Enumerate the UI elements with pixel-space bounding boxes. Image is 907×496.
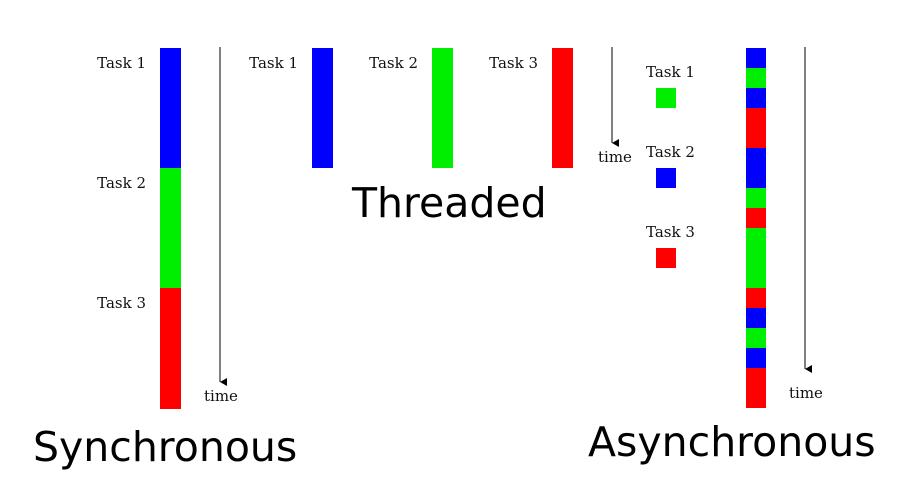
threaded-task-2-label: Task 2	[369, 54, 418, 72]
async-segment-12	[746, 348, 766, 368]
async-legend-task-3-label: Task 3	[646, 223, 695, 241]
async-legend-task-1-label: Task 1	[646, 63, 695, 81]
async-segment-5	[746, 148, 766, 188]
async-segment-2	[746, 68, 766, 88]
threaded-task-1-bar	[312, 48, 333, 168]
sync-task-3-label: Task 3	[97, 294, 146, 312]
async-segment-13	[746, 368, 766, 408]
async-segment-6	[746, 188, 766, 208]
async-interleaved-bar	[746, 48, 766, 408]
async-legend-task-1-swatch	[656, 88, 676, 108]
sync-task-2-bar	[160, 168, 181, 288]
async-time-label: time	[789, 384, 823, 402]
threaded-task-2-bar	[432, 48, 453, 168]
asynchronous-panel: Task 1 Task 2 Task 3 time Asynchronous	[588, 47, 876, 466]
threaded-task-3-bar	[552, 48, 573, 168]
async-segment-8	[746, 228, 766, 288]
threaded-title: Threaded	[351, 179, 547, 227]
async-legend-task-3-swatch	[656, 248, 676, 268]
threaded-time-label: time	[598, 148, 632, 166]
async-segment-9	[746, 288, 766, 308]
threaded-panel: Task 1 Task 2 Task 3 time Threaded	[249, 47, 632, 227]
async-legend-task-2-label: Task 2	[646, 143, 695, 161]
synchronous-panel: Task 1 Task 2 Task 3 time Synchronous	[33, 47, 297, 471]
async-segment-1	[746, 48, 766, 68]
sync-task-3-bar	[160, 288, 181, 409]
threaded-task-1-label: Task 1	[249, 54, 298, 72]
async-segment-4	[746, 108, 766, 148]
async-segment-10	[746, 308, 766, 328]
async-segment-3	[746, 88, 766, 108]
async-legend-task-2-swatch	[656, 168, 676, 188]
sync-title: Synchronous	[33, 423, 297, 471]
async-segment-11	[746, 328, 766, 348]
sync-task-1-label: Task 1	[97, 54, 146, 72]
sync-task-2-label: Task 2	[97, 174, 146, 192]
async-segment-7	[746, 208, 766, 228]
threaded-task-3-label: Task 3	[489, 54, 538, 72]
async-title: Asynchronous	[588, 418, 876, 466]
sync-time-label: time	[204, 387, 238, 405]
sync-task-1-bar	[160, 48, 181, 168]
